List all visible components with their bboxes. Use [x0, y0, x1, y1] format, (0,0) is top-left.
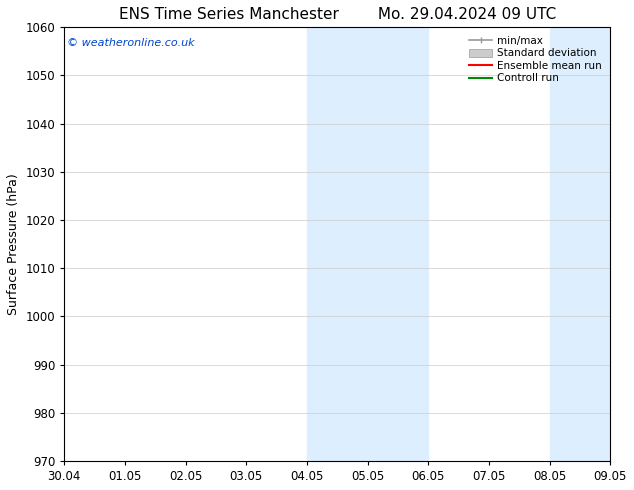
Bar: [307, 27, 429, 461]
Text: © weatheronline.co.uk: © weatheronline.co.uk: [67, 38, 195, 48]
Bar: [550, 27, 611, 461]
Title: ENS Time Series Manchester        Mo. 29.04.2024 09 UTC: ENS Time Series Manchester Mo. 29.04.202…: [119, 7, 556, 22]
Y-axis label: Surface Pressure (hPa): Surface Pressure (hPa): [7, 173, 20, 315]
Legend: min/max, Standard deviation, Ensemble mean run, Controll run: min/max, Standard deviation, Ensemble me…: [466, 32, 605, 87]
